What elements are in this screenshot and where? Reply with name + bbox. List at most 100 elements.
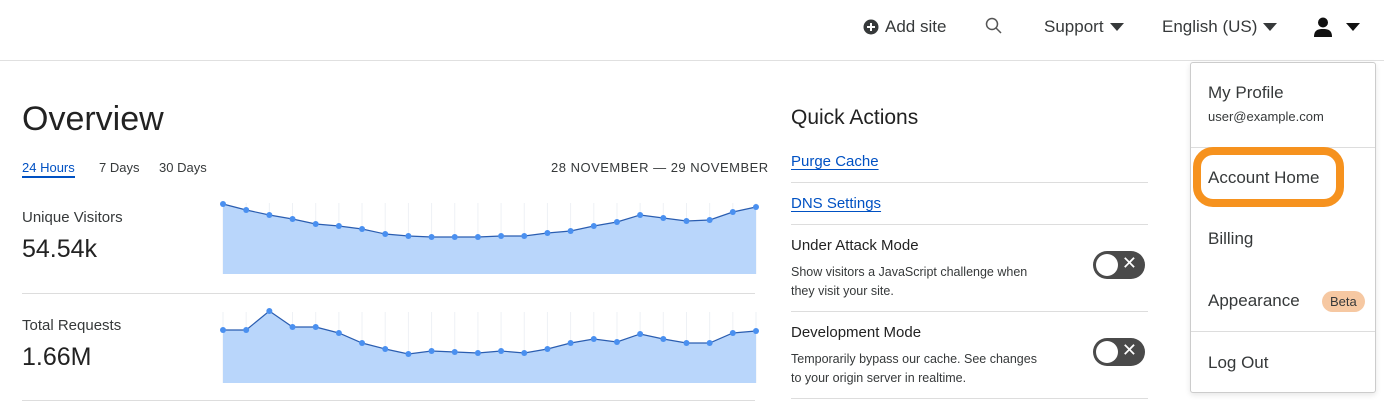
dns-settings-link[interactable]: DNS Settings bbox=[791, 195, 882, 212]
metric-value: 54.54k bbox=[22, 235, 98, 263]
data-point bbox=[590, 336, 597, 342]
data-point bbox=[567, 228, 574, 234]
data-point bbox=[753, 204, 759, 210]
data-point bbox=[521, 350, 528, 356]
divider bbox=[791, 398, 1148, 399]
data-point bbox=[683, 340, 690, 346]
data-point bbox=[243, 207, 250, 213]
range-24-hours[interactable]: 24 Hours bbox=[22, 160, 75, 178]
data-point bbox=[312, 324, 319, 330]
data-point bbox=[729, 330, 736, 336]
data-point bbox=[660, 336, 667, 342]
support-dropdown[interactable]: Support bbox=[1044, 17, 1124, 37]
divider bbox=[22, 400, 755, 401]
unique-visitors-chart bbox=[220, 201, 759, 274]
data-point bbox=[266, 308, 273, 314]
data-point bbox=[660, 215, 667, 221]
data-point bbox=[683, 218, 690, 224]
metric-label: Total Requests bbox=[22, 317, 122, 334]
data-point bbox=[498, 348, 505, 354]
range-7-days[interactable]: 7 Days bbox=[99, 160, 140, 175]
total-requests-chart bbox=[220, 308, 759, 383]
data-point bbox=[289, 216, 296, 222]
data-point bbox=[266, 212, 273, 218]
data-point bbox=[428, 234, 435, 240]
data-point bbox=[289, 324, 296, 330]
data-point bbox=[359, 226, 366, 232]
data-point bbox=[382, 346, 389, 352]
development-mode-desc: Temporarily bypass our cache. See change… bbox=[791, 352, 1037, 385]
data-point bbox=[220, 327, 226, 333]
menu-item-my-profile[interactable]: My Profile bbox=[1208, 83, 1284, 102]
caret-down-icon bbox=[1263, 23, 1278, 31]
data-point bbox=[474, 350, 481, 356]
area-fill bbox=[223, 204, 756, 274]
add-site-label: Add site bbox=[885, 17, 947, 36]
data-point bbox=[312, 221, 319, 227]
data-point bbox=[220, 201, 226, 207]
data-point bbox=[729, 209, 736, 215]
language-dropdown[interactable]: English (US) bbox=[1162, 17, 1278, 37]
metric-value: 1.66M bbox=[22, 343, 92, 371]
data-point bbox=[637, 212, 644, 218]
x-icon: ✕ bbox=[1121, 253, 1137, 273]
data-point bbox=[498, 233, 505, 239]
data-point bbox=[243, 327, 250, 333]
caret-down-icon bbox=[1109, 23, 1124, 31]
top-bar bbox=[0, 0, 1384, 61]
data-point bbox=[451, 349, 458, 355]
data-point bbox=[637, 331, 644, 337]
range-30-days[interactable]: 30 Days bbox=[159, 160, 207, 175]
add-site-button[interactable]: Add site bbox=[863, 17, 946, 37]
menu-item-appearance[interactable]: Appearance bbox=[1208, 291, 1300, 310]
data-point bbox=[544, 230, 551, 236]
data-point bbox=[567, 340, 574, 346]
purge-cache-link[interactable]: Purge Cache bbox=[791, 153, 879, 170]
user-dropdown-menu: My Profile user@example.com Account Home… bbox=[1190, 62, 1376, 393]
development-mode-toggle[interactable]: ✕ bbox=[1093, 338, 1145, 366]
plus-circle-icon bbox=[863, 19, 879, 35]
data-point bbox=[706, 217, 713, 223]
series-line bbox=[222, 203, 757, 238]
under-attack-desc: Show visitors a JavaScript challenge whe… bbox=[791, 265, 1028, 298]
series-line bbox=[223, 310, 757, 355]
language-label: English (US) bbox=[1162, 17, 1258, 36]
data-point bbox=[405, 233, 412, 239]
data-point bbox=[335, 330, 342, 336]
metric-label: Unique Visitors bbox=[22, 209, 123, 226]
data-point bbox=[428, 348, 435, 354]
divider bbox=[791, 311, 1148, 312]
user-email: user@example.com bbox=[1208, 109, 1324, 124]
data-point bbox=[451, 234, 458, 240]
support-label: Support bbox=[1044, 17, 1104, 36]
area-fill bbox=[223, 311, 756, 383]
data-point bbox=[405, 351, 412, 357]
menu-item-billing[interactable]: Billing bbox=[1208, 229, 1254, 248]
menu-item-log-out[interactable]: Log Out bbox=[1208, 353, 1269, 372]
data-point bbox=[474, 234, 481, 240]
divider bbox=[1191, 331, 1375, 332]
divider bbox=[22, 293, 755, 294]
data-point bbox=[706, 340, 713, 346]
data-point bbox=[521, 233, 528, 239]
data-point bbox=[613, 219, 620, 225]
data-point bbox=[544, 346, 551, 352]
page-title: Overview bbox=[22, 100, 164, 138]
development-mode-title: Development Mode bbox=[791, 324, 922, 341]
divider bbox=[791, 224, 1148, 225]
data-point bbox=[335, 223, 342, 229]
search-icon[interactable] bbox=[985, 17, 1003, 40]
data-point bbox=[590, 223, 597, 229]
under-attack-toggle[interactable]: ✕ bbox=[1093, 251, 1145, 279]
highlight-ring bbox=[1193, 147, 1344, 207]
under-attack-title: Under Attack Mode bbox=[791, 237, 919, 254]
x-icon: ✕ bbox=[1121, 340, 1137, 360]
quick-actions-title: Quick Actions bbox=[791, 106, 919, 129]
beta-badge: Beta bbox=[1322, 291, 1365, 312]
caret-down-icon bbox=[1346, 23, 1360, 31]
divider bbox=[791, 182, 1148, 183]
data-point bbox=[613, 339, 620, 345]
user-menu-button[interactable] bbox=[1314, 17, 1360, 37]
data-point bbox=[753, 328, 759, 334]
menu-item-account-home[interactable]: Account Home bbox=[1208, 168, 1320, 187]
